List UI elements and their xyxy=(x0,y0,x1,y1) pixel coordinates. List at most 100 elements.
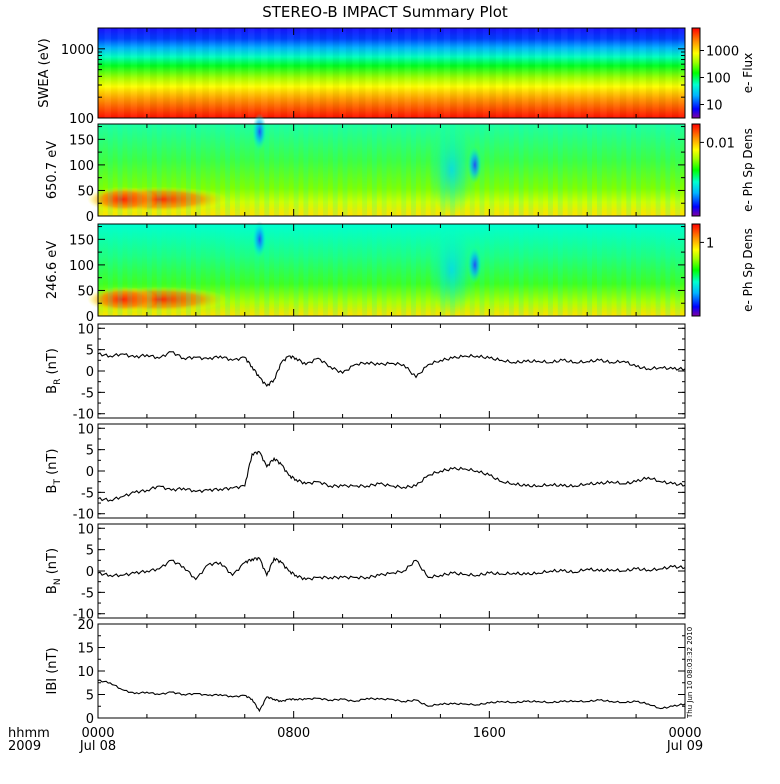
y-axis-label-unit: (nT) xyxy=(45,548,60,578)
heatmap-stripe xyxy=(538,124,544,216)
heatmap-stripe xyxy=(235,28,242,118)
heatmap-stripe xyxy=(596,124,602,216)
heatmap-stripe xyxy=(205,124,211,216)
heatmap-stripe xyxy=(437,28,444,118)
heatmap-stripe xyxy=(127,124,133,216)
plot-title: STEREO-B IMPACT Summary Plot xyxy=(262,3,508,21)
heatmap-stripe xyxy=(457,28,464,118)
heatmap-stripe xyxy=(671,28,679,118)
heatmap-stripe xyxy=(430,224,436,316)
heatmap-stripe xyxy=(392,28,399,118)
heatmap-stripe xyxy=(470,28,477,118)
heatmap-stripe xyxy=(342,124,348,216)
y-tick-label: 50 xyxy=(77,184,94,199)
colorbar xyxy=(691,123,701,217)
y-axis-label: 246.6 eV xyxy=(45,241,60,299)
panel-1: 1000 100 SWEA (eV) 1000 100 10 e- Flux xyxy=(37,27,755,127)
heatmap-stripe xyxy=(508,124,514,216)
heatmap-stripe xyxy=(98,224,103,316)
heatmap-stripe xyxy=(274,28,281,118)
heatmap-stripe xyxy=(652,28,659,118)
y-tick-label: 15 xyxy=(77,642,94,657)
colorbar-label: e- Ph Sp Dens xyxy=(741,128,755,212)
heatmap-stripe xyxy=(189,28,196,118)
heatmap-stripe xyxy=(281,28,288,118)
heatmap-stripe xyxy=(323,224,328,316)
heatmap-stripe xyxy=(323,124,328,216)
heatmap-stripe xyxy=(287,28,294,118)
heatmap-stripe xyxy=(587,224,593,316)
heatmap-stripe xyxy=(264,124,270,216)
heatmap-stripe xyxy=(352,224,358,316)
heatmap-stripe xyxy=(655,124,661,216)
heatmap-stripe xyxy=(157,28,164,118)
heatmap-feature xyxy=(467,146,482,184)
heatmap-stripe xyxy=(440,124,446,216)
y-tick-label: 150 xyxy=(69,133,94,148)
heatmap-stripe xyxy=(261,28,268,118)
heatmap-stripe xyxy=(636,124,641,216)
heatmap-cyan-band xyxy=(428,124,476,216)
heatmap-cyan-band xyxy=(428,224,476,316)
heatmap-stripe xyxy=(144,28,151,118)
y-tick-label: -10 xyxy=(73,508,94,523)
panel-frame xyxy=(97,323,686,419)
panel-frame xyxy=(97,423,686,519)
x-year-label: 2009 xyxy=(8,739,41,754)
heatmap-stripe xyxy=(499,124,505,216)
heatmap-stripe xyxy=(587,124,593,216)
heatmap-stripe xyxy=(163,28,170,118)
heatmap-stripe xyxy=(166,224,172,316)
heatmap-stripe xyxy=(352,124,358,216)
heatmap-stripe xyxy=(234,124,240,216)
heatmap-stripe xyxy=(489,224,495,316)
x-tick-label: 0000 xyxy=(81,726,114,741)
heatmap-stripe xyxy=(244,224,250,316)
heatmap-stripe xyxy=(319,28,327,118)
heatmap-stripe xyxy=(294,28,301,118)
heatmap-stripe xyxy=(104,28,112,118)
heatmap-hotspot xyxy=(87,186,158,213)
series-line xyxy=(97,556,686,581)
heatmap-stripe xyxy=(636,224,641,316)
heatmap-stripe xyxy=(665,224,671,316)
heatmap-stripe xyxy=(111,28,118,118)
heatmap-stripe xyxy=(645,124,651,216)
heatmap-stripe xyxy=(450,124,456,216)
y-axis-label: BN (nT) xyxy=(45,548,63,594)
heatmap-stripe xyxy=(411,124,416,216)
y-tick-label: 0 xyxy=(86,712,94,727)
heatmap-stripe xyxy=(499,224,505,316)
heatmap-stripe xyxy=(528,124,534,216)
y-tick-label: 0 xyxy=(86,565,94,580)
heatmap-stripe xyxy=(137,124,143,216)
heatmap-stripe xyxy=(424,28,431,118)
heatmap-stripe xyxy=(509,28,516,118)
heatmap-stripe xyxy=(548,224,553,316)
heatmap-stripe xyxy=(183,28,190,118)
heatmap-stripe xyxy=(479,224,485,316)
heatmap-stripe xyxy=(313,124,319,216)
heatmap-stripe xyxy=(98,28,105,118)
heatmap-stripe xyxy=(600,28,607,118)
heatmap-stripe xyxy=(645,28,653,118)
heatmap-stripe xyxy=(417,28,425,118)
heatmap-stripe xyxy=(616,124,622,216)
heatmap-stripe xyxy=(241,28,248,118)
panel-4: 10 5 0 -5 -10 BR (nT) xyxy=(45,322,686,423)
panel-frame xyxy=(97,623,686,719)
heatmap-stripe xyxy=(489,28,496,118)
heatmap-stripe xyxy=(225,224,231,316)
panel-5: 10 5 0 -5 -10 BT (nT) xyxy=(45,422,686,523)
heatmap-stripe xyxy=(479,124,485,216)
heatmap-stripe xyxy=(313,28,320,118)
colorbar-tick-label: 10 xyxy=(706,99,723,114)
heatmap-stripe xyxy=(332,124,338,216)
y-tick-label: 100 xyxy=(69,112,94,127)
heatmap-stripe xyxy=(274,224,279,316)
heatmap-stripe xyxy=(378,28,385,118)
heatmap-stripe xyxy=(675,124,681,216)
